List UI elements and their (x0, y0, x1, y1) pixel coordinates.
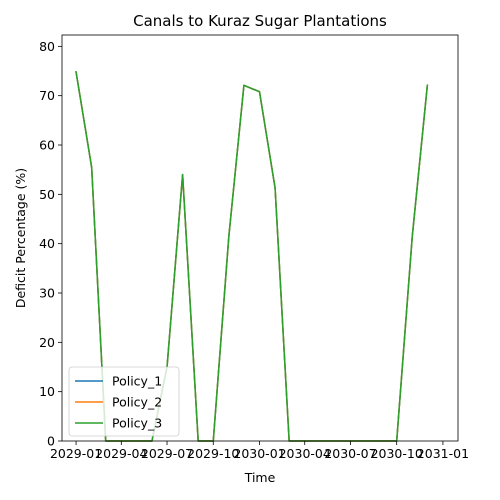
y-tick-label: 40 (39, 236, 55, 251)
legend-label: Policy_1 (112, 374, 162, 389)
x-tick-label: 2029-04 (95, 446, 147, 461)
y-tick-label: 0 (47, 434, 55, 449)
legend: Policy_1 Policy_2 Policy_3 (68, 366, 180, 437)
y-tick-label: 20 (39, 335, 55, 350)
x-tick-label: 2029-10 (187, 446, 239, 461)
y-axis-label: Deficit Percentage (%) (13, 168, 28, 308)
y-tick-label: 80 (39, 39, 55, 54)
axes-frame (61, 34, 459, 442)
x-tick-label: 2030-04 (279, 446, 331, 461)
y-tick-label: 50 (39, 187, 55, 202)
x-tick-label: 2029-07 (141, 446, 193, 461)
x-axis-ticks: 2029-012029-042029-072029-102030-012030-… (50, 441, 469, 461)
x-tick-label: 2030-07 (324, 446, 376, 461)
legend-box (68, 366, 180, 437)
y-tick-label: 30 (39, 286, 55, 301)
axes-layer (61, 34, 459, 442)
x-tick-label: 2030-10 (371, 446, 423, 461)
x-tick-label: 2030-01 (233, 446, 285, 461)
x-tick-label: 2031-01 (417, 446, 469, 461)
legend-label: Policy_3 (112, 416, 162, 431)
chart-title: Canals to Kuraz Sugar Plantations (133, 12, 387, 30)
y-axis-ticks: 0 10 20 30 40 50 60 70 80 (39, 39, 62, 449)
legend-label: Policy_2 (112, 395, 162, 410)
y-tick-label: 10 (39, 384, 55, 399)
y-tick-label: 70 (39, 88, 55, 103)
x-axis-label: Time (244, 470, 276, 485)
x-tick-label: 2029-01 (50, 446, 102, 461)
y-tick-label: 60 (39, 138, 55, 153)
